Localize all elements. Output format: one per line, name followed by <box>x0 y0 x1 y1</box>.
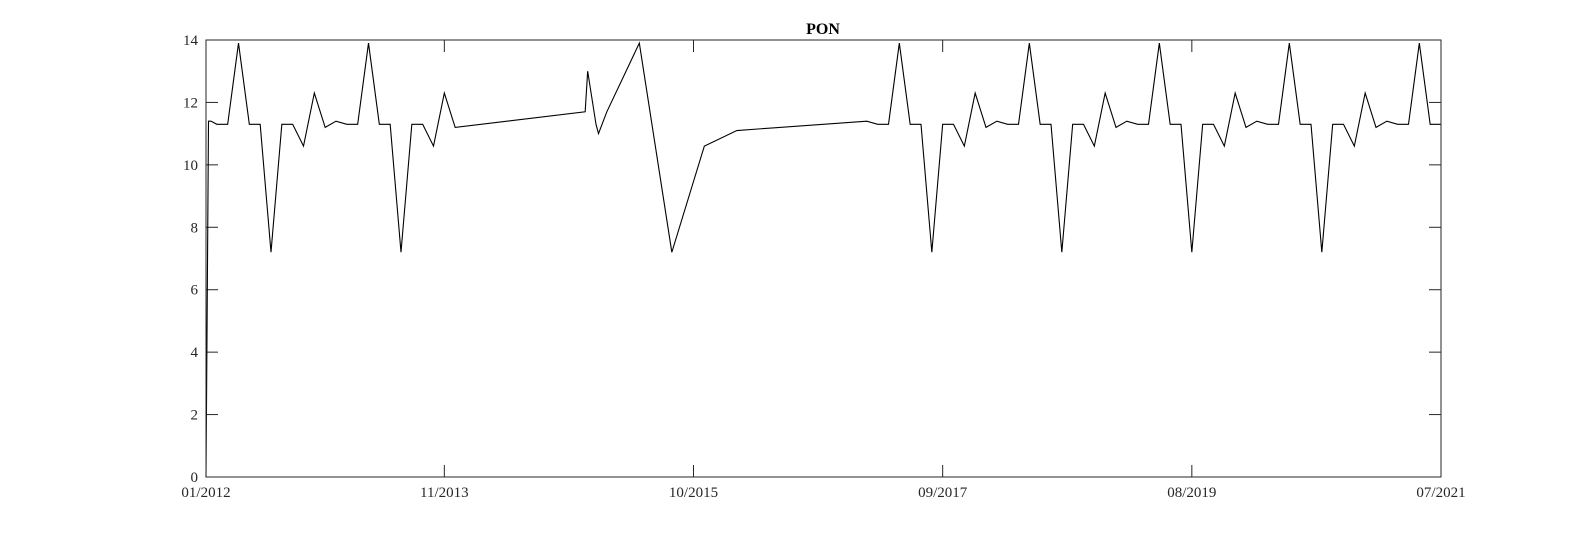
y-tick-label: 14 <box>183 33 199 49</box>
y-tick-labels: 0 2 4 6 8 10 12 14 <box>183 33 199 486</box>
y-tick-label: 2 <box>191 408 199 424</box>
x-tick-label: 11/2013 <box>420 485 469 501</box>
y-tick-label: 12 <box>183 95 198 111</box>
y-tick-label: 8 <box>191 220 199 236</box>
plot-box <box>205 39 1442 478</box>
x-tick-label: 07/2021 <box>1416 485 1465 501</box>
x-tick-label: 10/2015 <box>669 485 718 501</box>
y-tick-label: 4 <box>191 345 199 361</box>
series-line <box>205 41 1441 478</box>
x-tick-labels: 01/2012 11/2013 10/2015 09/2017 08/2019 07/20… <box>181 485 1465 501</box>
chart-title: PON <box>806 21 840 38</box>
y-tick-label: 0 <box>191 470 199 486</box>
y-tick-label: 6 <box>191 283 199 299</box>
y-tick-label: 10 <box>183 158 198 174</box>
x-tick-label: 01/2012 <box>181 485 230 501</box>
x-tick-label: 08/2019 <box>1167 485 1216 501</box>
x-tick-label: 09/2017 <box>918 485 968 501</box>
plot-area <box>206 40 1441 477</box>
